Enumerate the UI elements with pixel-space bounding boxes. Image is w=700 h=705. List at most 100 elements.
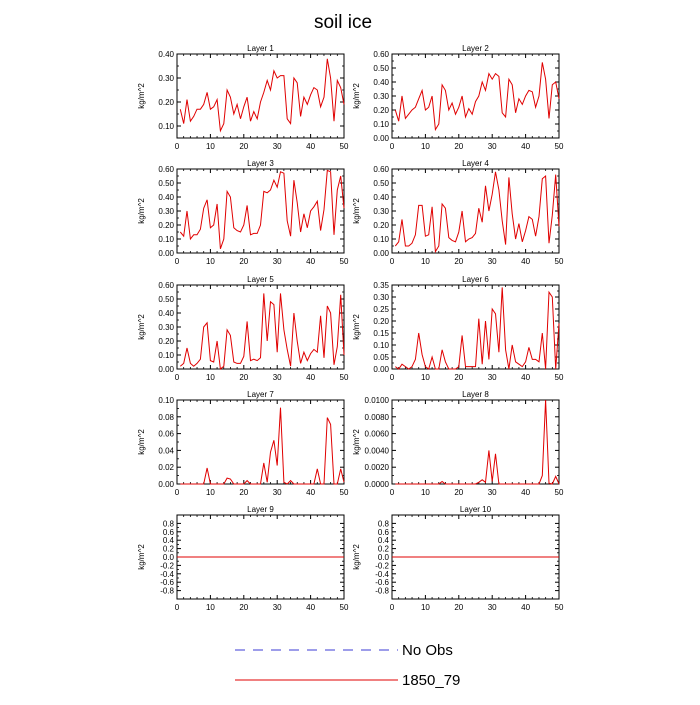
- x-tick-label: 40: [306, 603, 315, 612]
- x-tick-label: 40: [306, 142, 315, 151]
- x-tick-label: 20: [239, 142, 248, 151]
- y-tick-label: 0.25: [373, 305, 389, 314]
- y-tick-label: 0.40: [158, 50, 174, 59]
- y-tick-label: 0.06: [158, 430, 174, 439]
- panel-title: Layer 10: [460, 505, 492, 514]
- x-tick-label: 0: [390, 257, 395, 266]
- panel-layer-6: Layer 6 kg/m^2 0.00 0.05 0.10 0.15 0.20 0.25 0.3…: [352, 275, 564, 382]
- panel-layer-8: Layer 8 kg/m^2 0.0000 0.0020 0.0040 0.0060 0.0…: [352, 390, 564, 497]
- y-axis-label: kg/m^2: [137, 83, 146, 109]
- y-tick-label: 0.30: [158, 207, 174, 216]
- x-tick-label: 40: [306, 488, 315, 497]
- y-tick-label: 0.0: [163, 553, 175, 562]
- y-tick-label: 0.08: [158, 413, 174, 422]
- y-tick-label: 0.4: [378, 536, 390, 545]
- panel-title: Layer 1: [247, 44, 274, 53]
- y-tick-label: 0.10: [373, 120, 389, 129]
- y-tick-label: 0.00: [158, 249, 174, 258]
- y-tick-label: 0.00: [158, 480, 174, 489]
- series-line-1850-79: [179, 293, 345, 370]
- x-tick-label: 0: [390, 373, 395, 382]
- x-tick-label: 0: [175, 257, 180, 266]
- x-tick-label: 20: [239, 257, 248, 266]
- x-tick-label: 40: [521, 488, 530, 497]
- y-tick-label: 0.6: [378, 528, 390, 537]
- panel-layer-5: Layer 5 kg/m^2 0.00 0.10 0.20 0.30 0.40 0.50 0.6…: [137, 275, 349, 382]
- x-tick-label: 0: [390, 603, 395, 612]
- x-tick-label: 20: [454, 142, 463, 151]
- plot-frame: [176, 168, 345, 254]
- panel-title: Layer 4: [462, 159, 489, 168]
- series-line-1850-79: [395, 287, 560, 370]
- panel-title: Layer 5: [247, 275, 274, 284]
- y-tick-label: 0.50: [158, 179, 174, 188]
- x-tick-label: 40: [521, 603, 530, 612]
- y-tick-label: 0.30: [373, 92, 389, 101]
- y-tick-label: 0.2: [163, 545, 175, 554]
- y-tick-label: 0.8: [378, 519, 390, 528]
- x-tick-label: 0: [390, 488, 395, 497]
- x-tick-label: 50: [555, 488, 564, 497]
- x-tick-label: 50: [555, 373, 564, 382]
- x-tick-label: 20: [454, 373, 463, 382]
- panel-title: Layer 3: [247, 159, 274, 168]
- y-tick-label: -0.6: [160, 578, 174, 587]
- legend-label-1850-79: 1850_79: [402, 672, 460, 689]
- y-tick-label: 0.20: [158, 221, 174, 230]
- y-axis-label: kg/m^2: [352, 83, 361, 109]
- panel-title: Layer 8: [462, 390, 489, 399]
- y-tick-label: 0.05: [373, 353, 389, 362]
- series-line-1850-79: [179, 169, 345, 249]
- plot-frame: [176, 399, 345, 485]
- y-axis-label: kg/m^2: [137, 198, 146, 224]
- x-tick-label: 30: [488, 373, 497, 382]
- y-tick-label: 0.00: [373, 365, 389, 374]
- x-tick-label: 30: [273, 488, 282, 497]
- y-tick-label: 0.60: [158, 165, 174, 174]
- x-tick-label: 50: [555, 603, 564, 612]
- x-tick-label: 50: [340, 603, 349, 612]
- y-tick-label: 0.30: [373, 293, 389, 302]
- y-tick-label: -0.6: [375, 578, 389, 587]
- y-tick-label: -0.2: [160, 561, 174, 570]
- y-tick-label: -0.4: [160, 570, 174, 579]
- y-tick-label: 0.0100: [365, 396, 390, 405]
- x-tick-label: 30: [488, 142, 497, 151]
- x-tick-label: 50: [555, 142, 564, 151]
- x-tick-label: 40: [306, 373, 315, 382]
- y-axis-label: kg/m^2: [137, 429, 146, 455]
- x-tick-label: 10: [421, 373, 430, 382]
- y-tick-label: -0.2: [375, 561, 389, 570]
- plot-frame: [391, 399, 560, 485]
- y-axis-label: kg/m^2: [352, 544, 361, 570]
- y-tick-label: 0.60: [158, 281, 174, 290]
- x-tick-label: 10: [421, 603, 430, 612]
- x-tick-label: 10: [421, 488, 430, 497]
- plot-frame: [391, 53, 560, 139]
- y-tick-label: 0.20: [373, 317, 389, 326]
- y-tick-label: 0.0000: [365, 480, 390, 489]
- x-tick-label: 10: [421, 257, 430, 266]
- y-axis-label: kg/m^2: [352, 314, 361, 340]
- y-tick-label: 0.20: [373, 221, 389, 230]
- x-tick-label: 40: [521, 257, 530, 266]
- y-tick-label: 0.10: [373, 235, 389, 244]
- y-tick-label: 0.10: [158, 122, 174, 131]
- x-tick-label: 10: [206, 488, 215, 497]
- plot-frame: [176, 53, 345, 139]
- y-tick-label: 0.4: [163, 536, 175, 545]
- y-tick-label: 0.00: [158, 365, 174, 374]
- x-tick-label: 40: [521, 373, 530, 382]
- x-tick-label: 0: [175, 488, 180, 497]
- panel-title: Layer 9: [247, 505, 274, 514]
- x-tick-label: 30: [273, 373, 282, 382]
- x-tick-label: 40: [306, 257, 315, 266]
- x-tick-label: 50: [340, 488, 349, 497]
- x-tick-label: 30: [273, 257, 282, 266]
- x-tick-label: 30: [488, 488, 497, 497]
- x-tick-label: 30: [273, 142, 282, 151]
- x-tick-label: 10: [206, 603, 215, 612]
- y-tick-label: -0.8: [160, 587, 174, 596]
- y-tick-label: 0.40: [373, 78, 389, 87]
- panel-title: Layer 2: [462, 44, 489, 53]
